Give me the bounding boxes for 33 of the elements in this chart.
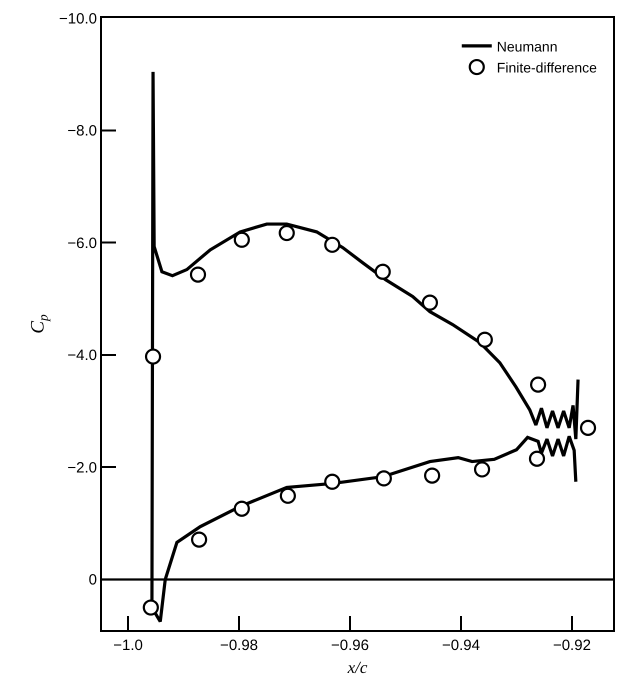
x-tick-label: −0.98 (220, 637, 258, 654)
point (374, 264, 391, 280)
point (528, 450, 546, 467)
x-tick-label: −0.94 (442, 637, 480, 654)
point (234, 232, 250, 248)
legend-label: Neumann (496, 38, 558, 54)
point (422, 294, 438, 311)
point (474, 461, 490, 478)
point (280, 488, 296, 504)
point (324, 474, 340, 490)
point (278, 224, 295, 242)
y-tick-label: 0 (88, 572, 97, 589)
legend-label: Finite-difference (496, 60, 598, 76)
y-tick-label: −8.0 (67, 122, 97, 140)
point (424, 468, 440, 484)
y-tick-label: −4.0 (67, 347, 97, 364)
point (144, 348, 162, 365)
point (580, 420, 596, 436)
point (476, 332, 493, 348)
point (376, 470, 392, 486)
x-tick-label: −0.92 (552, 637, 591, 654)
point (530, 376, 546, 393)
point (324, 236, 340, 253)
y-tick-label: −10.0 (59, 10, 97, 28)
y-tick-label: −6.0 (67, 234, 97, 252)
x-axis-title: x/c (346, 658, 368, 677)
point (234, 500, 250, 517)
point (190, 266, 206, 283)
y-tick-label: −2.0 (67, 459, 97, 476)
x-tick-label: −1.0 (113, 637, 143, 654)
point (142, 599, 159, 616)
x-tick-label: −0.96 (331, 637, 369, 654)
point (191, 532, 208, 548)
